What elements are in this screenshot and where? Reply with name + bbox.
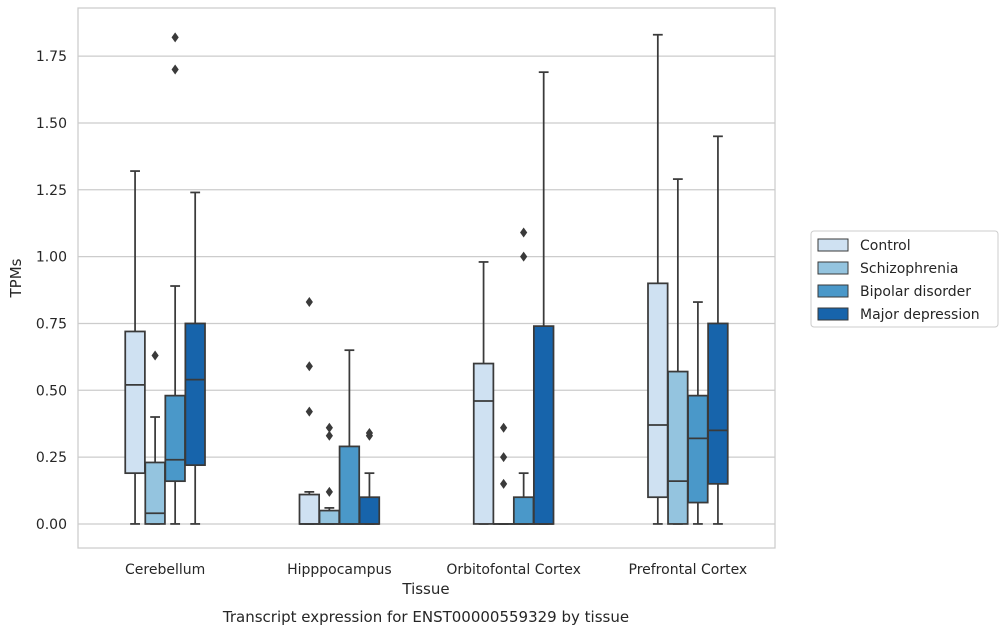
y-tick-label: 0.00 [36,517,67,533]
chart-caption: Transcript expression for ENST0000055932… [222,608,629,626]
outlier-point [325,430,333,441]
box-bipolar-disorder [687,301,709,525]
box-series-group [124,32,729,525]
x-axis-label: Tissue [401,580,449,598]
box-schizophrenia [667,178,689,525]
y-tick-label: 1.75 [36,49,67,65]
y-axis-ticks: 0.00 0.25 0.50 0.75 1.00 1.25 1.50 1.75 [36,49,67,533]
y-tick-label: 1.50 [36,116,67,132]
box-iqr [144,461,166,525]
x-tick-label: Orbitofontal Cortex [446,562,581,578]
box-iqr [298,493,321,525]
outlier-point [500,422,508,433]
box-control [124,170,146,525]
y-tick-label: 1.00 [36,250,67,266]
box-schizophrenia [144,350,166,525]
legend: Control Schizophrenia Bipolar disorder Majo… [810,230,999,328]
plot-area-frame [77,7,776,549]
box-iqr [164,394,186,483]
box-bipolar-disorder [338,349,361,525]
legend-label: Bipolar disorder [860,284,971,300]
box-iqr [532,325,555,525]
outlier-point [305,297,313,308]
outlier-point [500,452,508,463]
box-major-depression [532,71,555,525]
box-iqr [512,496,535,525]
y-tick-label: 0.75 [36,316,67,332]
box-bipolar-disorder [164,32,186,525]
legend-label: Control [860,238,911,254]
outlier-point [520,227,528,238]
x-axis-ticks: Cerebellum Hipppocampus Orbitofontal Corte… [125,562,747,578]
x-tick-label: Hipppocampus [287,562,392,578]
box-major-depression [184,191,206,525]
box-iqr [124,330,146,475]
box-iqr [318,509,341,525]
legend-swatch [817,307,849,321]
outlier-point [305,406,313,417]
x-tick-label: Prefrontal Cortex [629,562,748,578]
box-schizophrenia [318,422,341,525]
box-iqr [687,394,709,504]
outlier-point [325,422,333,433]
box-control [472,261,495,525]
y-tick-label: 1.25 [36,183,67,199]
outlier-point [365,428,374,439]
box-iqr [647,282,669,499]
outlier-point [171,64,179,75]
legend-label: Schizophrenia [860,261,958,277]
box-control [647,33,669,525]
outlier-point [520,251,528,262]
outlier-point [305,361,313,372]
legend-swatch [817,261,849,275]
x-tick-label: Cerebellum [125,562,205,578]
legend-label: Major depression [860,307,980,323]
outlier-point [325,486,333,497]
box-control [298,297,321,525]
box-iqr [667,370,689,525]
legend-swatch [817,284,849,298]
legend-frame [810,230,999,328]
box-iqr [184,322,206,467]
outlier-point [171,32,179,43]
box-major-depression [358,428,381,525]
outlier-point [151,350,159,361]
box-major-depression [707,135,729,525]
box-iqr [472,362,495,525]
box-schizophrenia [492,422,515,525]
y-tick-label: 0.25 [36,450,67,466]
box-iqr [707,322,729,485]
box-iqr [338,445,361,525]
outlier-point [500,478,508,489]
legend-items: Control Schizophrenia Bipolar disorder Majo… [817,238,980,323]
y-tick-label: 0.50 [36,383,67,399]
box-iqr [358,496,381,525]
legend-swatch [817,238,849,252]
y-axis-label: TPMs [7,258,25,298]
box-bipolar-disorder [512,227,535,525]
